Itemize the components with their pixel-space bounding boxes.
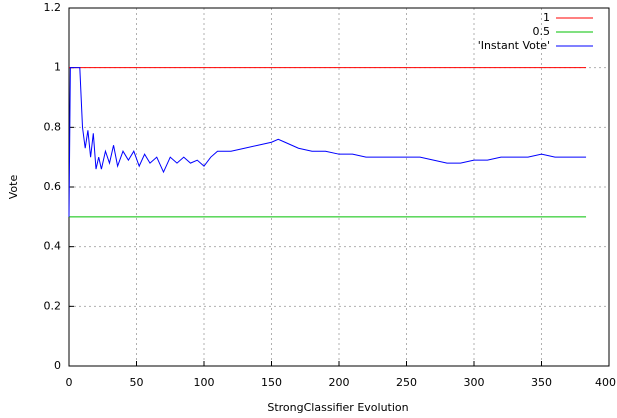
x-axis-label: StrongClassifier Evolution [267, 401, 408, 414]
legend-label: 'Instant Vote' [478, 39, 550, 52]
x-tick-label: 100 [194, 376, 215, 389]
y-tick-label: 0 [54, 359, 61, 372]
x-tick-label: 400 [595, 376, 616, 389]
x-tick-label: 0 [66, 376, 73, 389]
x-tick-label: 50 [130, 376, 144, 389]
y-tick-label: 1.2 [44, 1, 62, 14]
x-tick-label: 300 [464, 376, 485, 389]
series-line [68, 67, 587, 217]
y-axis-label: Vote [7, 175, 20, 200]
x-tick-label: 200 [329, 376, 350, 389]
legend-label: 1 [543, 11, 550, 24]
y-tick-label: 0.2 [44, 299, 62, 312]
x-tick-label: 350 [531, 376, 552, 389]
y-tick-label: 0.6 [44, 180, 62, 193]
legend-label: 0.5 [533, 25, 551, 38]
y-tick-label: 1 [54, 61, 61, 74]
x-tick-label: 250 [396, 376, 417, 389]
y-tick-label: 0.8 [44, 120, 62, 133]
x-tick-label: 150 [261, 376, 282, 389]
y-tick-label: 0.4 [44, 240, 62, 253]
